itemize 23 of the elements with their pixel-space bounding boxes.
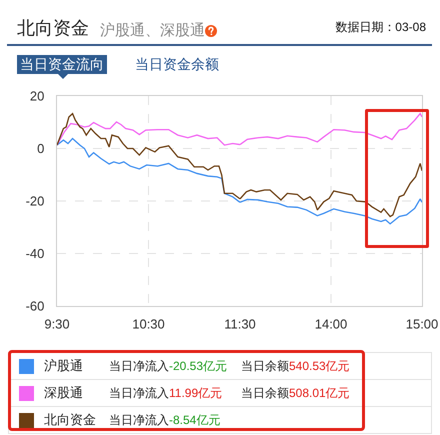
y-tick-label: -60 [26, 298, 44, 314]
x-tick-label: 10:30 [132, 316, 165, 332]
text: 当日净流入-20.53亿元 [109, 359, 228, 373]
x-tick-label: 14:00 [314, 316, 348, 332]
legend-label: 沪股通 [44, 357, 83, 375]
legend-label: 深股通 [44, 384, 83, 402]
y-tick-label: -20 [26, 194, 44, 209]
chart-subtitle: 沪股通、深股通 [100, 22, 205, 40]
text: 当日余额540.53亿元 [241, 359, 350, 373]
chart-title: 北向资金 [17, 17, 89, 39]
y-tick-label: 20 [30, 88, 44, 104]
text: 当日净流入11.99亿元 [109, 386, 222, 400]
x-tick-label: 15:00 [406, 316, 438, 332]
text: 当日净流入-8.54亿元 [109, 413, 220, 427]
legend-label: 北向资金 [44, 411, 96, 429]
y-tick-label: 0 [37, 141, 44, 156]
y-tick-label: -40 [26, 246, 44, 262]
x-tick-label: 11:30 [224, 316, 256, 332]
text: 当日余额508.01亿元 [241, 386, 350, 400]
selected-tab: 当日资金流向 [17, 55, 107, 74]
text: 当日资金余额 [135, 55, 219, 74]
x-tick-label: 9:30 [44, 316, 70, 332]
text: 数据日期：03-08 [335, 20, 426, 34]
